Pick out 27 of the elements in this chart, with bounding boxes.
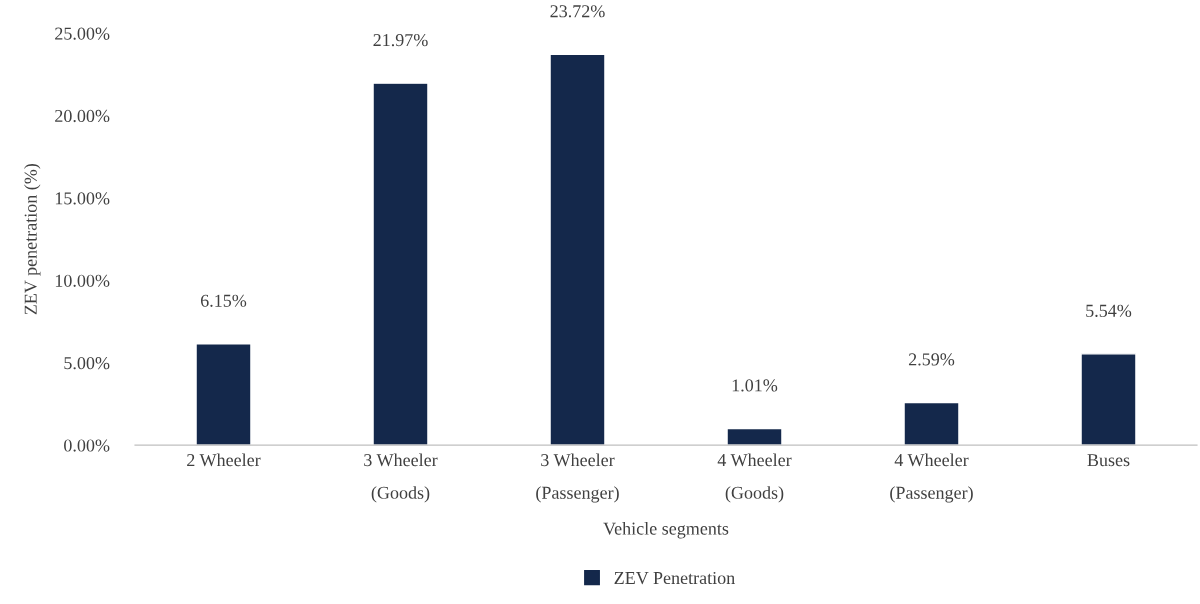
y-tick-label: 0.00%	[64, 439, 110, 452]
x-tick-label: 4 Wheeler (Passenger)	[890, 453, 973, 503]
x-tick-label: 2 Wheeler	[187, 453, 261, 467]
bar	[1080, 353, 1137, 446]
y-tick-label: 5.00%	[64, 357, 110, 370]
y-axis-title: ZEV penetration (%)	[24, 163, 41, 315]
x-tick-label: 4 Wheeler (Goods)	[717, 453, 792, 503]
data-label: 6.15%	[200, 294, 247, 307]
bar	[903, 401, 960, 446]
x-tick-label: 3 Wheeler (Goods)	[364, 453, 438, 503]
data-label: 23.72%	[550, 5, 605, 18]
bar	[372, 82, 429, 446]
y-tick-label: 10.00%	[55, 274, 110, 287]
bar	[195, 343, 252, 446]
data-label: 2.59%	[908, 353, 955, 366]
legend-label: ZEV Penetration	[614, 571, 735, 585]
y-tick-label: 15.00%	[55, 192, 110, 205]
y-tick-label: 25.00%	[55, 27, 110, 40]
x-axis-title: Vehicle segments	[603, 522, 729, 539]
data-label: 1.01%	[732, 379, 778, 392]
data-label: 5.54%	[1086, 304, 1132, 317]
y-tick-label: 20.00%	[55, 109, 110, 123]
x-tick-label: 3 Wheeler (Passenger)	[536, 453, 619, 503]
bar	[726, 427, 783, 446]
data-label: 21.97%	[373, 33, 428, 47]
x-tick-label: Buses	[1087, 454, 1130, 467]
bar	[549, 53, 606, 446]
